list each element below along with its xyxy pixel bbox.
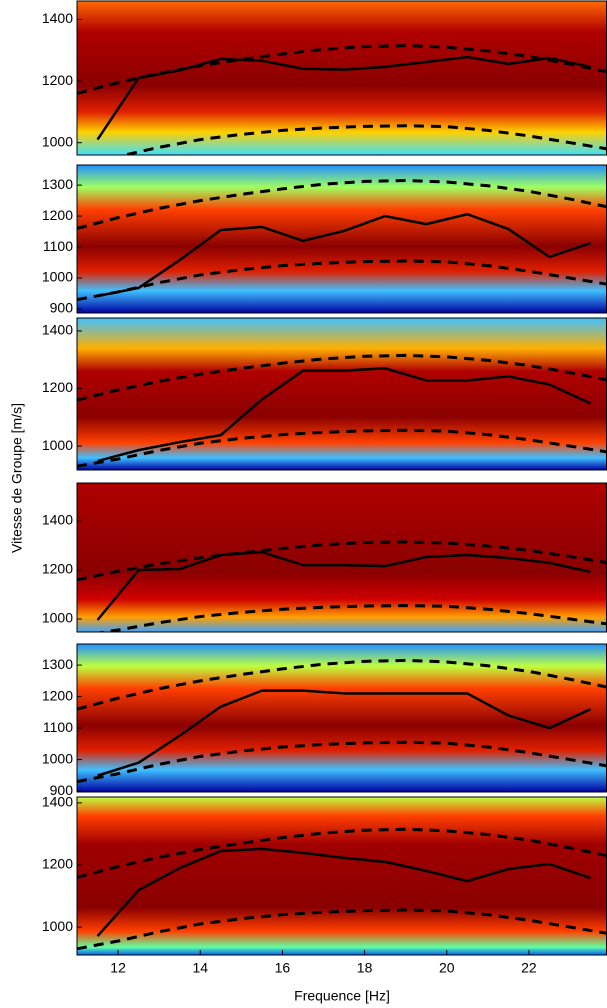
dispersion-line [97,689,592,777]
plot-area [77,44,607,155]
dispersion-line [97,212,591,298]
y-tick-label: 1200 [42,72,73,88]
plot-area [77,827,607,951]
y-tick-label: 1200 [42,379,73,395]
y-tick-label: 1200 [42,856,73,872]
x-tick-label: 12 [110,960,126,976]
y-tick-label: 1000 [42,750,73,766]
y-tick-label: 1200 [42,687,73,703]
y-tick-label: 1000 [42,918,73,934]
bound-line [77,178,607,230]
bound-line [77,827,607,879]
y-tick-label: 1000 [42,437,73,453]
dispersion-line [97,367,592,463]
panel: 1000 1200 1400 [42,0,607,156]
panel-background [77,483,607,632]
plot-area [77,540,607,632]
y-tick-label: 1400 [42,322,73,338]
bound-line [94,604,607,632]
y-tick-label: 1000 [42,133,73,149]
y-tick-label: 1300 [42,176,73,192]
x-tick-label: 14 [192,960,208,976]
y-tick-label: 1000 [42,269,73,285]
bound-line [77,428,607,468]
x-tick-label: 16 [275,960,291,976]
panel-background [77,1,607,155]
panel: 1000 1200 1400 [42,317,607,471]
plot-area [77,178,607,302]
x-tick-label: 18 [357,960,373,976]
plot-area [77,353,607,468]
bound-line [77,353,607,402]
bound-line [77,44,607,95]
panel-background [77,644,607,792]
y-tick-label: 1400 [42,512,73,528]
y-tick-label: 900 [50,782,74,798]
bound-line [77,740,607,784]
panel: 1000 1200 1400 12 14 16 18 20 22 [42,794,607,976]
dispersion-line [96,550,591,621]
y-tick-label: 1400 [42,10,73,26]
bound-line [77,540,607,582]
panel-background [77,165,607,313]
bound-line [77,259,607,302]
y-tick-label: 1100 [43,238,73,254]
panel-background [77,797,607,955]
y-tick-label: 1200 [42,207,73,223]
bound-line [77,908,607,951]
x-axis-label: Frequence [Hz] [294,988,390,1004]
dispersion-line [96,847,591,937]
y-tick-label: 900 [50,300,74,316]
y-axis-label: Vitesse de Groupe [m/s] [9,403,25,553]
y-tick-label: 1000 [42,610,73,626]
plot-area [77,658,607,784]
x-tick-label: 22 [521,960,537,976]
y-tick-label: 1300 [42,656,73,672]
y-tick-label: 1200 [42,561,73,577]
x-tick-label: 20 [439,960,455,976]
bound-line [118,124,607,155]
bound-line [77,658,607,711]
panel: 900 1000 1100 1200 1300 [42,643,607,798]
y-tick-label: 1100 [43,719,73,735]
panel: 900 1000 1100 1200 1300 [42,164,607,316]
panel: 1000 1200 1400 [42,482,607,633]
y-tick-label: 1400 [42,794,73,810]
